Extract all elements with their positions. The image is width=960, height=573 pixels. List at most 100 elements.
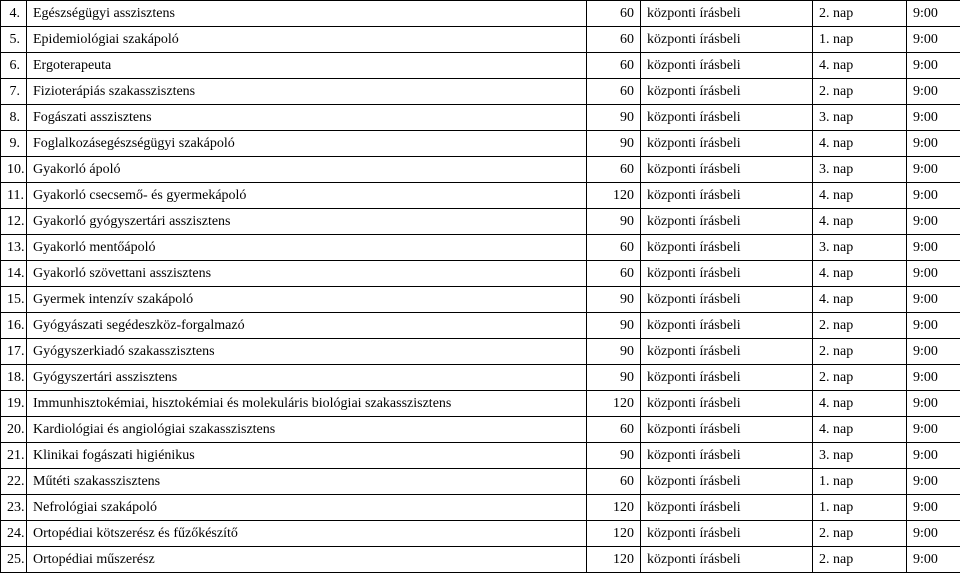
cell-type: központi írásbeli [641,27,813,53]
cell-day: 4. nap [813,391,907,417]
cell-duration: 90 [587,365,641,391]
cell-duration: 120 [587,391,641,417]
cell-time: 9:00 [907,469,960,495]
cell-name: Egészségügyi asszisztens [27,1,587,27]
table-body: 4.Egészségügyi asszisztens60központi írá… [1,1,960,573]
cell-type: központi írásbeli [641,365,813,391]
cell-duration: 90 [587,131,641,157]
cell-name: Gyakorló mentőápoló [27,235,587,261]
cell-type: központi írásbeli [641,261,813,287]
cell-number: 24. [1,521,27,547]
cell-day: 2. nap [813,365,907,391]
cell-day: 2. nap [813,547,907,573]
cell-number: 11. [1,183,27,209]
cell-day: 4. nap [813,417,907,443]
cell-type: központi írásbeli [641,443,813,469]
cell-number: 22. [1,469,27,495]
cell-name: Nefrológiai szakápoló [27,495,587,521]
table-row: 23.Nefrológiai szakápoló120központi írás… [1,495,960,521]
cell-name: Kardiológiai és angiológiai szakassziszt… [27,417,587,443]
cell-type: központi írásbeli [641,521,813,547]
cell-name: Ortopédiai műszerész [27,547,587,573]
table-row: 17.Gyógyszerkiadó szakasszisztens90közpo… [1,339,960,365]
cell-type: központi írásbeli [641,105,813,131]
table-row: 18.Gyógyszertári asszisztens90központi í… [1,365,960,391]
cell-number: 21. [1,443,27,469]
cell-name: Gyermek intenzív szakápoló [27,287,587,313]
cell-number: 9. [1,131,27,157]
table-row: 16.Gyógyászati segédeszköz-forgalmazó90k… [1,313,960,339]
cell-number: 19. [1,391,27,417]
cell-type: központi írásbeli [641,495,813,521]
cell-day: 4. nap [813,53,907,79]
cell-time: 9:00 [907,79,960,105]
table-row: 25.Ortopédiai műszerész120központi írásb… [1,547,960,573]
cell-name: Foglalkozásegészségügyi szakápoló [27,131,587,157]
cell-time: 9:00 [907,105,960,131]
cell-type: központi írásbeli [641,469,813,495]
cell-number: 6. [1,53,27,79]
cell-number: 25. [1,547,27,573]
cell-time: 9:00 [907,287,960,313]
exam-schedule-table: 4.Egészségügyi asszisztens60központi írá… [0,0,960,573]
table-row: 21.Klinikai fogászati higiénikus90közpon… [1,443,960,469]
cell-duration: 90 [587,313,641,339]
cell-time: 9:00 [907,261,960,287]
cell-number: 10. [1,157,27,183]
cell-type: központi írásbeli [641,417,813,443]
cell-name: Gyógyszerkiadó szakasszisztens [27,339,587,365]
cell-time: 9:00 [907,443,960,469]
cell-name: Gyógyászati segédeszköz-forgalmazó [27,313,587,339]
cell-duration: 120 [587,495,641,521]
cell-duration: 60 [587,27,641,53]
cell-time: 9:00 [907,53,960,79]
cell-name: Műtéti szakasszisztens [27,469,587,495]
cell-name: Gyakorló csecsemő- és gyermekápoló [27,183,587,209]
cell-type: központi írásbeli [641,79,813,105]
cell-duration: 120 [587,183,641,209]
table-row: 12.Gyakorló gyógyszertári asszisztens90k… [1,209,960,235]
cell-type: központi írásbeli [641,287,813,313]
cell-time: 9:00 [907,1,960,27]
cell-type: központi írásbeli [641,1,813,27]
cell-number: 5. [1,27,27,53]
cell-time: 9:00 [907,521,960,547]
cell-name: Epidemiológiai szakápoló [27,27,587,53]
table-row: 8.Fogászati asszisztens90központi írásbe… [1,105,960,131]
cell-day: 3. nap [813,157,907,183]
cell-duration: 90 [587,339,641,365]
cell-number: 14. [1,261,27,287]
cell-day: 4. nap [813,261,907,287]
cell-type: központi írásbeli [641,235,813,261]
table-row: 24.Ortopédiai kötszerész és fűzőkészítő1… [1,521,960,547]
cell-day: 4. nap [813,131,907,157]
cell-type: központi írásbeli [641,183,813,209]
cell-type: központi írásbeli [641,209,813,235]
cell-time: 9:00 [907,209,960,235]
cell-duration: 60 [587,53,641,79]
cell-day: 4. nap [813,209,907,235]
table-row: 7.Fizioterápiás szakasszisztens60központ… [1,79,960,105]
cell-type: központi írásbeli [641,131,813,157]
cell-time: 9:00 [907,313,960,339]
cell-day: 3. nap [813,105,907,131]
cell-name: Gyakorló gyógyszertári asszisztens [27,209,587,235]
table-row: 15.Gyermek intenzív szakápoló90központi … [1,287,960,313]
cell-duration: 60 [587,157,641,183]
table-row: 20.Kardiológiai és angiológiai szakasszi… [1,417,960,443]
cell-name: Gyakorló ápoló [27,157,587,183]
cell-day: 2. nap [813,521,907,547]
cell-number: 17. [1,339,27,365]
cell-number: 23. [1,495,27,521]
cell-type: központi írásbeli [641,313,813,339]
cell-time: 9:00 [907,495,960,521]
cell-number: 15. [1,287,27,313]
cell-time: 9:00 [907,235,960,261]
cell-number: 12. [1,209,27,235]
cell-time: 9:00 [907,157,960,183]
cell-day: 4. nap [813,287,907,313]
cell-type: központi írásbeli [641,53,813,79]
cell-time: 9:00 [907,547,960,573]
cell-duration: 60 [587,261,641,287]
cell-number: 16. [1,313,27,339]
